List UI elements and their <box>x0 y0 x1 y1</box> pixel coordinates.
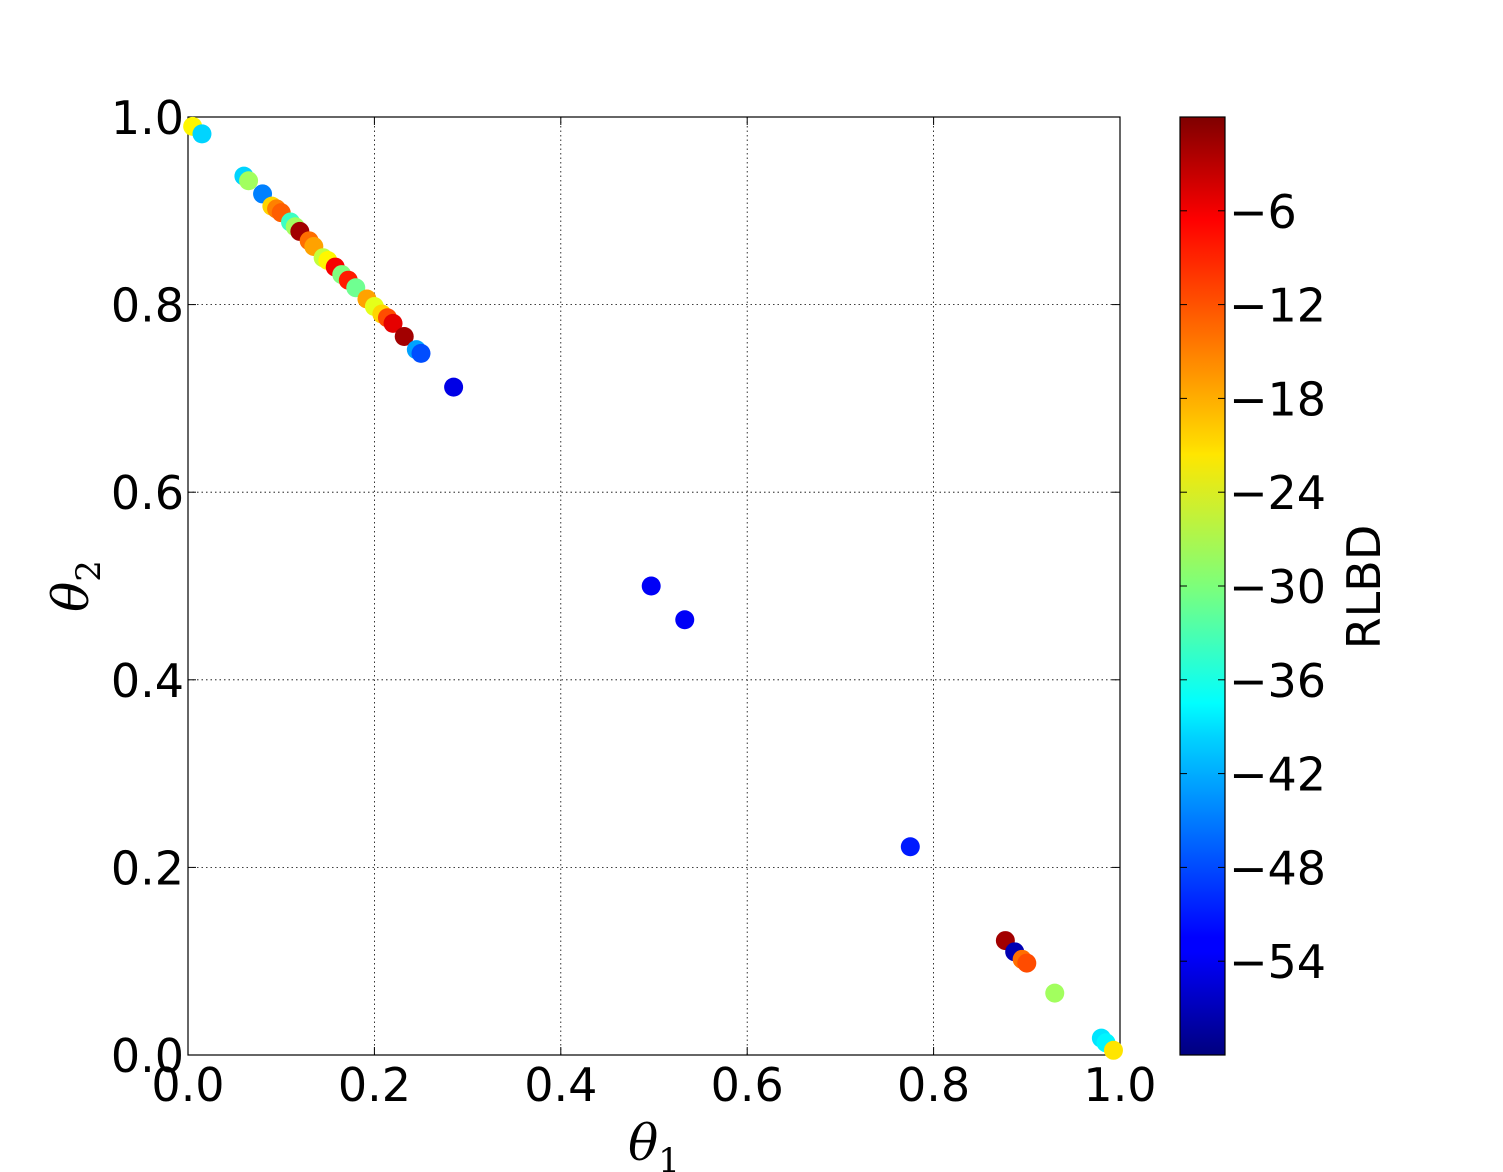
y-tick-label: 0.0 <box>111 1029 184 1083</box>
data-point <box>444 377 464 397</box>
x-tick-label: 0.6 <box>711 1058 784 1112</box>
y-tick-labels: 0.0 0.2 0.4 0.6 0.8 1.0 <box>111 91 184 1083</box>
x-axis-label-subscript: 1 <box>658 1141 680 1172</box>
x-axis-label: θ1 <box>628 1114 680 1172</box>
data-points <box>183 116 1123 1060</box>
colorbar-tick-label: −18 <box>1229 372 1326 426</box>
colorbar-tick-label: −36 <box>1229 654 1326 708</box>
x-tick-label: 1.0 <box>1083 1058 1156 1112</box>
colorbar-tick-label: −42 <box>1229 748 1326 802</box>
colorbar-label: RLBD <box>1337 525 1391 650</box>
data-point <box>900 837 920 857</box>
data-point <box>1045 983 1065 1003</box>
y-tick-label: 0.2 <box>111 841 184 895</box>
colorbar-tick-label: −54 <box>1229 935 1326 989</box>
colorbar-tick-label: −48 <box>1229 841 1326 895</box>
x-tick-label: 0.4 <box>524 1058 597 1112</box>
data-point <box>641 576 661 596</box>
data-point <box>675 610 695 630</box>
colorbar-tick-label: −12 <box>1229 279 1326 333</box>
data-point <box>1103 1040 1123 1060</box>
y-axis-label-symbol: θ <box>42 582 100 612</box>
y-axis-label: θ2 <box>42 560 109 612</box>
y-tick-label: 1.0 <box>111 91 184 145</box>
colorbar-tick-label: −30 <box>1229 560 1326 614</box>
x-tick-label: 0.0 <box>151 1058 224 1112</box>
colorbar-gradient <box>1179 116 1226 1056</box>
grid-lines <box>188 117 1120 1055</box>
colorbar-tick-label: −24 <box>1229 466 1326 520</box>
data-point <box>411 343 431 363</box>
x-axis-label-symbol: θ <box>628 1114 658 1172</box>
plot-area-frame <box>187 116 1121 1056</box>
data-point <box>192 124 212 144</box>
x-tick-label: 0.2 <box>338 1058 411 1112</box>
x-tick-labels: 0.0 0.2 0.4 0.6 0.8 1.0 <box>151 1058 1156 1112</box>
y-tick-label: 0.8 <box>111 279 184 333</box>
y-tick-label: 0.4 <box>111 654 184 708</box>
data-point <box>383 313 403 333</box>
colorbar: −6 −12 −18 −24 −30 −36 −42 −48 −54 RLBD <box>1179 116 1391 1056</box>
colorbar-tick-label: −6 <box>1229 185 1297 239</box>
colorbar-ticks: −6 −12 −18 −24 −30 −36 −42 −48 −54 <box>1180 185 1326 989</box>
data-point <box>394 326 414 346</box>
y-tick-label: 0.6 <box>111 466 184 520</box>
data-point <box>1017 953 1037 973</box>
y-axis-label-subscript: 2 <box>69 560 109 582</box>
data-point <box>239 171 259 191</box>
x-tick-label: 0.8 <box>897 1058 970 1112</box>
